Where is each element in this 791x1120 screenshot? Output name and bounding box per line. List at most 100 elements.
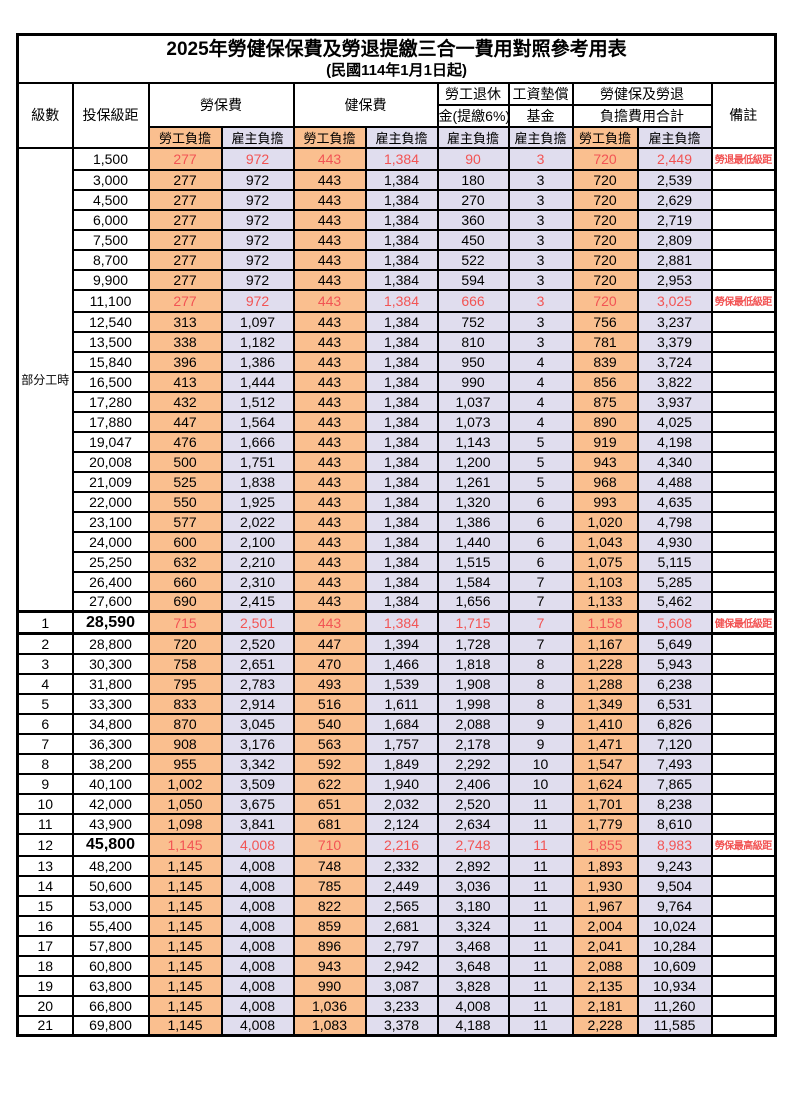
- cell-total-employee: 1,701: [571, 792, 639, 815]
- cell-pension-employer: 1,200: [436, 450, 510, 473]
- cell-labor-employee: 577: [147, 510, 223, 533]
- cell-health-employer: 3,233: [364, 994, 439, 1017]
- cell-remark: [710, 350, 777, 373]
- cell-total-employee: 2,228: [571, 1014, 639, 1037]
- table-row: 4 31,800 795 2,783 493 1,539 1,908 8 1,288 6,238: [16, 672, 777, 695]
- cell-total-employee: 1,158: [571, 610, 639, 635]
- table-row: 17,880 447 1,564 443 1,384 1,073 4 890 4,025: [18, 410, 777, 433]
- cell-labor-employer: 972: [220, 168, 295, 191]
- cell-pension-employer: 3,324: [436, 914, 510, 937]
- cell-wage-fund-employer: 4: [507, 370, 574, 393]
- cell-labor-employee: 833: [147, 692, 223, 715]
- cell-labor-employer: 2,310: [220, 570, 295, 593]
- cell-level: 4: [16, 672, 74, 695]
- cell-bracket: 22,000: [71, 490, 150, 513]
- cell-health-employer: 1,384: [364, 510, 439, 533]
- cell-labor-employer: 2,100: [220, 530, 295, 553]
- cell-remark: [710, 672, 777, 695]
- cell-health-employee: 1,083: [292, 1014, 367, 1037]
- cell-total-employer: 3,025: [636, 288, 713, 313]
- cell-bracket: 7,500: [71, 228, 150, 251]
- table-row: 26,400 660 2,310 443 1,384 1,584 7 1,103 5,285: [18, 570, 777, 593]
- cell-bracket: 3,000: [71, 168, 150, 191]
- cell-total-employee: 1,930: [571, 874, 639, 897]
- cell-labor-employer: 3,342: [220, 752, 295, 775]
- cell-total-employer: 4,488: [636, 470, 713, 493]
- cell-remark: [710, 854, 777, 877]
- col-header-level: 級數: [16, 81, 74, 149]
- cell-remark: [710, 590, 777, 613]
- cell-level: 10: [16, 792, 74, 815]
- page-subtitle: (民國114年1月1日起): [326, 61, 467, 79]
- cell-labor-employer: 1,182: [220, 330, 295, 353]
- cell-wage-fund-employer: 4: [507, 350, 574, 373]
- cell-pension-employer: 3,648: [436, 954, 510, 977]
- cell-total-employer: 7,865: [636, 772, 713, 795]
- cell-pension-employer: 180: [436, 168, 510, 191]
- cell-level: 17: [16, 934, 74, 957]
- cell-health-employee: 540: [292, 712, 367, 735]
- table-row: 11,100 277 972 443 1,384 666 3 720 3,025 勞保最低級距: [18, 288, 777, 313]
- cell-total-employer: 11,260: [636, 994, 713, 1017]
- cell-wage-fund-employer: 11: [507, 854, 574, 877]
- table-row: 23,100 577 2,022 443 1,384 1,386 6 1,020 4,798: [18, 510, 777, 533]
- cell-total-employer: 5,115: [636, 550, 713, 573]
- cell-wage-fund-employer: 11: [507, 812, 574, 835]
- cell-labor-employer: 4,008: [220, 854, 295, 877]
- cell-total-employer: 10,284: [636, 934, 713, 957]
- cell-health-employee: 443: [292, 188, 367, 211]
- cell-wage-fund-employer: 4: [507, 390, 574, 413]
- cell-health-employer: 1,384: [364, 610, 439, 635]
- cell-total-employer: 7,493: [636, 752, 713, 775]
- cell-total-employer: 9,243: [636, 854, 713, 877]
- cell-health-employer: 1,684: [364, 712, 439, 735]
- cell-labor-employer: 3,509: [220, 772, 295, 795]
- cell-health-employer: 2,565: [364, 894, 439, 917]
- cell-remark: [710, 914, 777, 937]
- table-row: 1 28,590 715 2,501 443 1,384 1,715 7 1,158 5,608 健…: [16, 610, 777, 635]
- cell-bracket: 26,400: [71, 570, 150, 593]
- cell-labor-employee: 1,050: [147, 792, 223, 815]
- cell-health-employer: 1,384: [364, 490, 439, 513]
- cell-labor-employer: 1,564: [220, 410, 295, 433]
- table-row: 8,700 277 972 443 1,384 522 3 720 2,881: [18, 248, 777, 271]
- cell-remark: [710, 652, 777, 675]
- cell-health-employer: 2,681: [364, 914, 439, 937]
- cell-bracket: 4,500: [71, 188, 150, 211]
- subheader-wage-fund-employer: 雇主負擔: [507, 125, 574, 149]
- cell-pension-employer: 1,073: [436, 410, 510, 433]
- cell-remark: [710, 732, 777, 755]
- cell-remark: [710, 550, 777, 573]
- cell-total-employee: 781: [571, 330, 639, 353]
- cell-labor-employee: 500: [147, 450, 223, 473]
- cell-remark: [710, 752, 777, 775]
- cell-total-employee: 1,349: [571, 692, 639, 715]
- cell-level: 2: [16, 632, 74, 655]
- cell-health-employee: 443: [292, 490, 367, 513]
- cell-remark: [710, 792, 777, 815]
- cell-labor-employer: 2,783: [220, 672, 295, 695]
- cell-health-employer: 1,384: [364, 228, 439, 251]
- cell-remark: [710, 370, 777, 393]
- cell-level: 12: [16, 832, 74, 857]
- cell-labor-employer: 1,097: [220, 310, 295, 333]
- table-row: 9 40,100 1,002 3,509 622 1,940 2,406 10 1,624 7,8…: [16, 772, 777, 795]
- cell-labor-employer: 4,008: [220, 914, 295, 937]
- cell-pension-employer: 666: [436, 288, 510, 313]
- cell-level: 21: [16, 1014, 74, 1037]
- table-row: 19,047 476 1,666 443 1,384 1,143 5 919 4,198: [18, 430, 777, 453]
- cell-labor-employer: 2,914: [220, 692, 295, 715]
- cell-level-part-time: 部分工時: [16, 146, 74, 613]
- cell-remark: 健保最低級距: [710, 610, 777, 635]
- cell-remark: [710, 310, 777, 333]
- col-header-bracket: 投保級距: [71, 81, 150, 149]
- cell-bracket: 42,000: [71, 792, 150, 815]
- cell-wage-fund-employer: 11: [507, 792, 574, 815]
- cell-remark: 勞保最高級距: [710, 832, 777, 857]
- cell-pension-employer: 3,828: [436, 974, 510, 997]
- cell-health-employer: 1,384: [364, 410, 439, 433]
- cell-health-employee: 1,036: [292, 994, 367, 1017]
- subheader-total-employee: 勞工負擔: [571, 125, 639, 149]
- table-row: 19 63,800 1,145 4,008 990 3,087 3,828 11 2,135 10…: [16, 974, 777, 997]
- cell-level: 15: [16, 894, 74, 917]
